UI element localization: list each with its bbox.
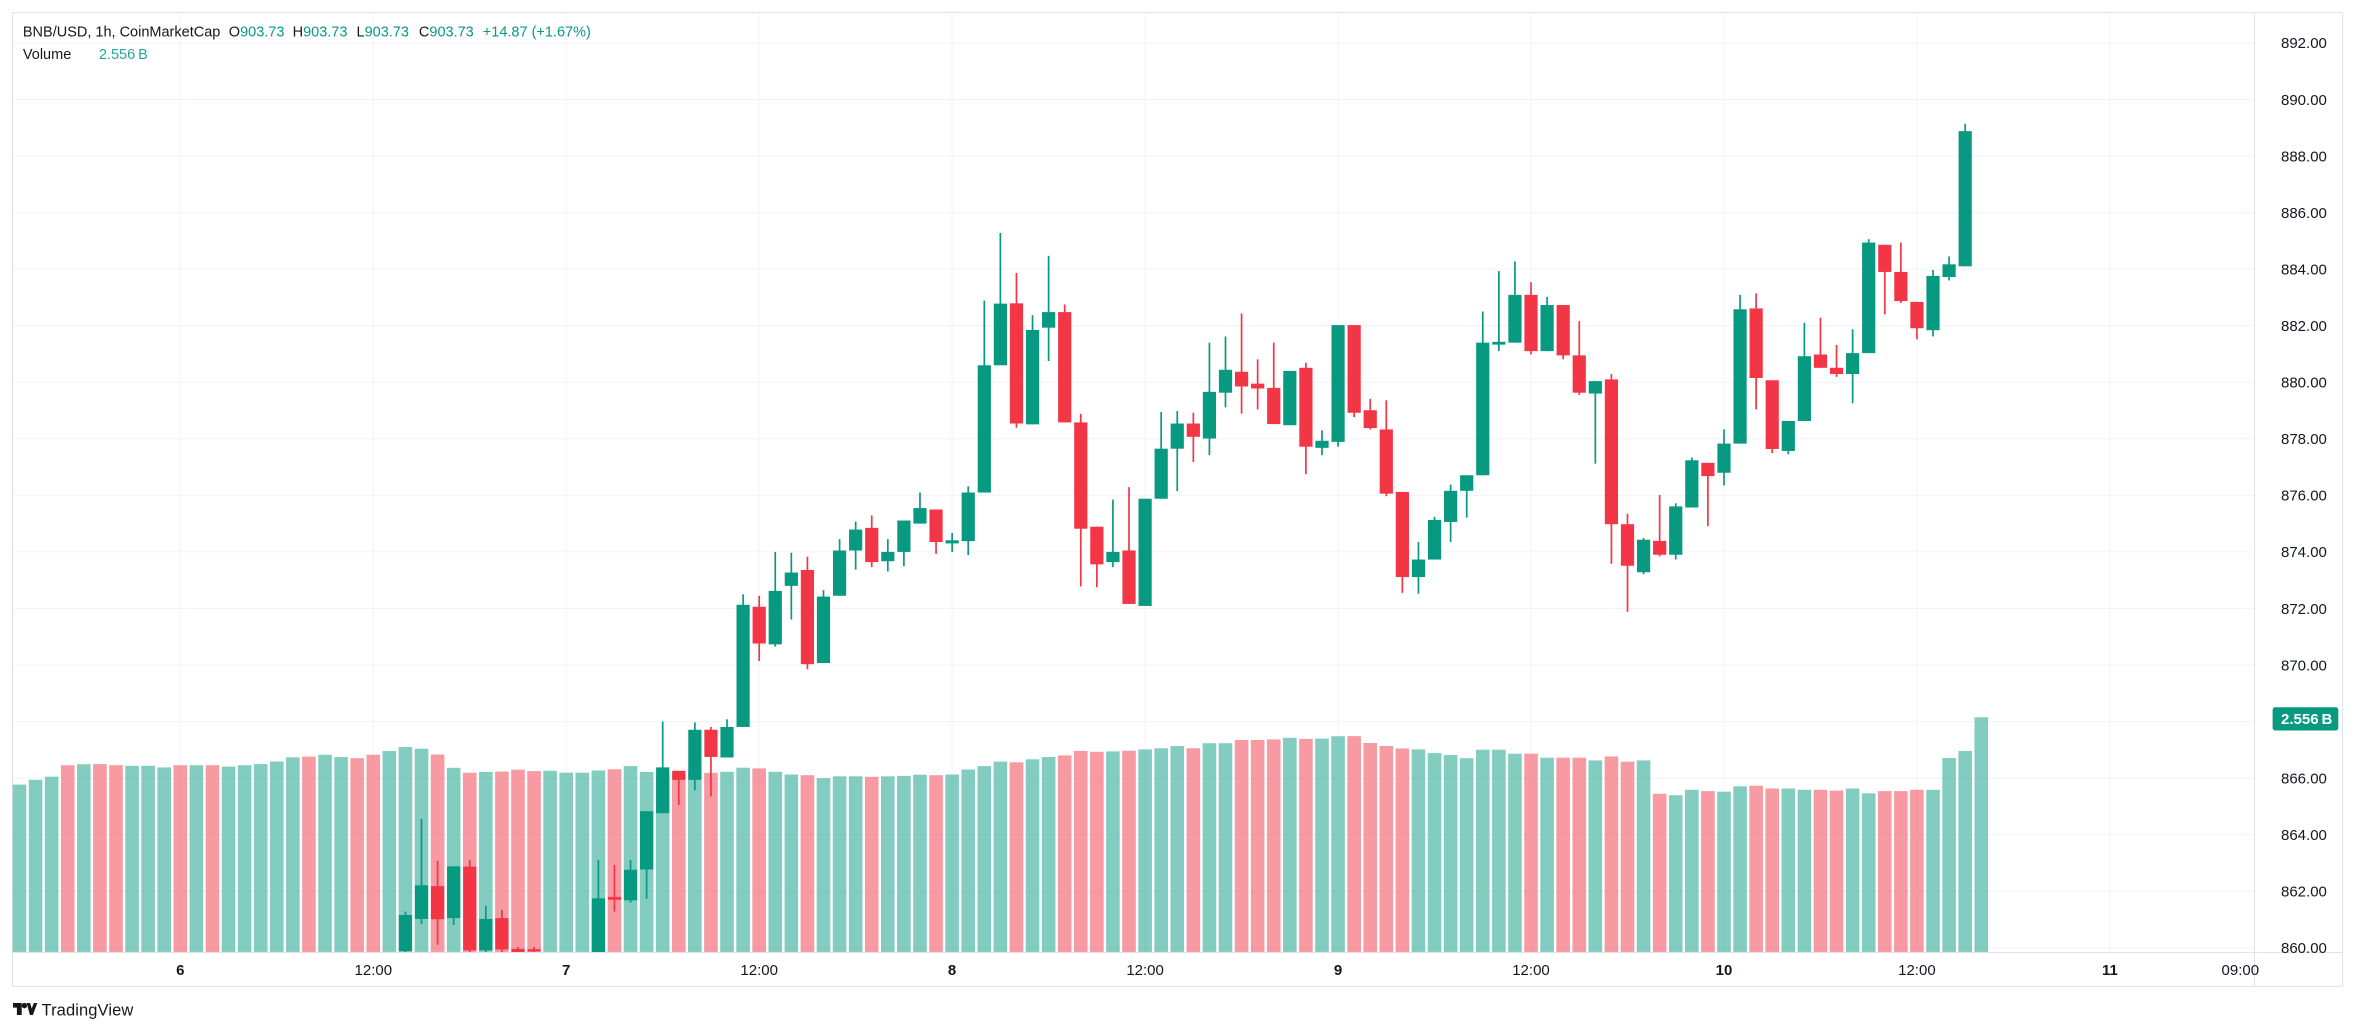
- svg-text:12:00: 12:00: [355, 962, 393, 979]
- svg-text:864.00: 864.00: [2281, 827, 2327, 844]
- svg-text:12:00: 12:00: [1512, 962, 1550, 979]
- svg-text:8: 8: [948, 962, 956, 979]
- svg-text:10: 10: [1716, 962, 1733, 979]
- svg-text:860.00: 860.00: [2281, 940, 2327, 957]
- svg-text:BNB/USD, 1h, CoinMarketCap O90: BNB/USD, 1h, CoinMarketCap O903.73 H903.…: [23, 25, 591, 41]
- svg-text:874.00: 874.00: [2281, 544, 2327, 561]
- svg-text:7: 7: [562, 962, 570, 979]
- svg-text:880.00: 880.00: [2281, 375, 2327, 392]
- svg-text:888.00: 888.00: [2281, 148, 2327, 165]
- svg-text:12:00: 12:00: [1126, 962, 1164, 979]
- svg-text:9: 9: [1334, 962, 1342, 979]
- svg-text:11: 11: [2102, 962, 2118, 979]
- svg-text:870.00: 870.00: [2281, 657, 2327, 674]
- svg-text:866.00: 866.00: [2281, 770, 2327, 787]
- svg-text:884.00: 884.00: [2281, 261, 2327, 278]
- svg-text:892.00: 892.00: [2281, 35, 2327, 52]
- svg-text:882.00: 882.00: [2281, 318, 2327, 335]
- svg-text:886.00: 886.00: [2281, 205, 2327, 222]
- svg-text:878.00: 878.00: [2281, 431, 2327, 448]
- svg-text:TradingView: TradingView: [42, 1001, 134, 1019]
- svg-text:12:00: 12:00: [1898, 962, 1936, 979]
- svg-text:6: 6: [176, 962, 184, 979]
- svg-text:890.00: 890.00: [2281, 92, 2327, 109]
- svg-text:2.556 B: 2.556 B: [2281, 711, 2333, 728]
- svg-text:872.00: 872.00: [2281, 601, 2327, 618]
- svg-text:876.00: 876.00: [2281, 488, 2327, 505]
- svg-text:12:00: 12:00: [740, 962, 778, 979]
- svg-text:862.00: 862.00: [2281, 884, 2327, 901]
- svg-text:09:00: 09:00: [2222, 962, 2260, 979]
